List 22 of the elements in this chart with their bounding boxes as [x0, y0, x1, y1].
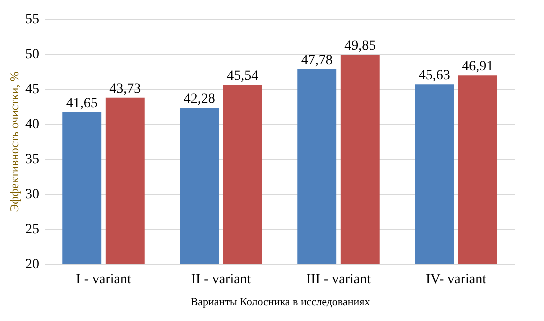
data-label: 42,28 [184, 92, 216, 108]
y-axis-title: Эффективность очистки, % [8, 72, 22, 212]
y-tick-label: 55 [26, 12, 40, 28]
y-tick-label: 25 [26, 222, 40, 238]
data-label: 41,65 [66, 96, 98, 112]
y-tick-label: 35 [26, 152, 40, 168]
x-tick-label: I - variant [76, 272, 132, 288]
data-label: 45,63 [418, 68, 450, 84]
data-label: 49,85 [344, 39, 376, 54]
y-tick-label: 20 [26, 258, 40, 272]
x-axis-title: Варианты Колосника в исследованиях [190, 296, 371, 308]
data-label: 43,73 [110, 82, 142, 97]
y-tick-label: 40 [26, 118, 40, 132]
x-tick-label: II - variant [191, 272, 252, 288]
y-tick-label: 45 [26, 82, 40, 98]
data-label: 45,54 [227, 69, 259, 84]
x-tick-label: IV- variant [426, 272, 487, 288]
x-tick-label: III - variant [306, 272, 372, 288]
data-label: 47,78 [301, 54, 333, 69]
y-tick-label: 30 [26, 188, 40, 202]
y-tick-label: 50 [26, 48, 40, 62]
data-label: 46,91 [462, 60, 494, 75]
